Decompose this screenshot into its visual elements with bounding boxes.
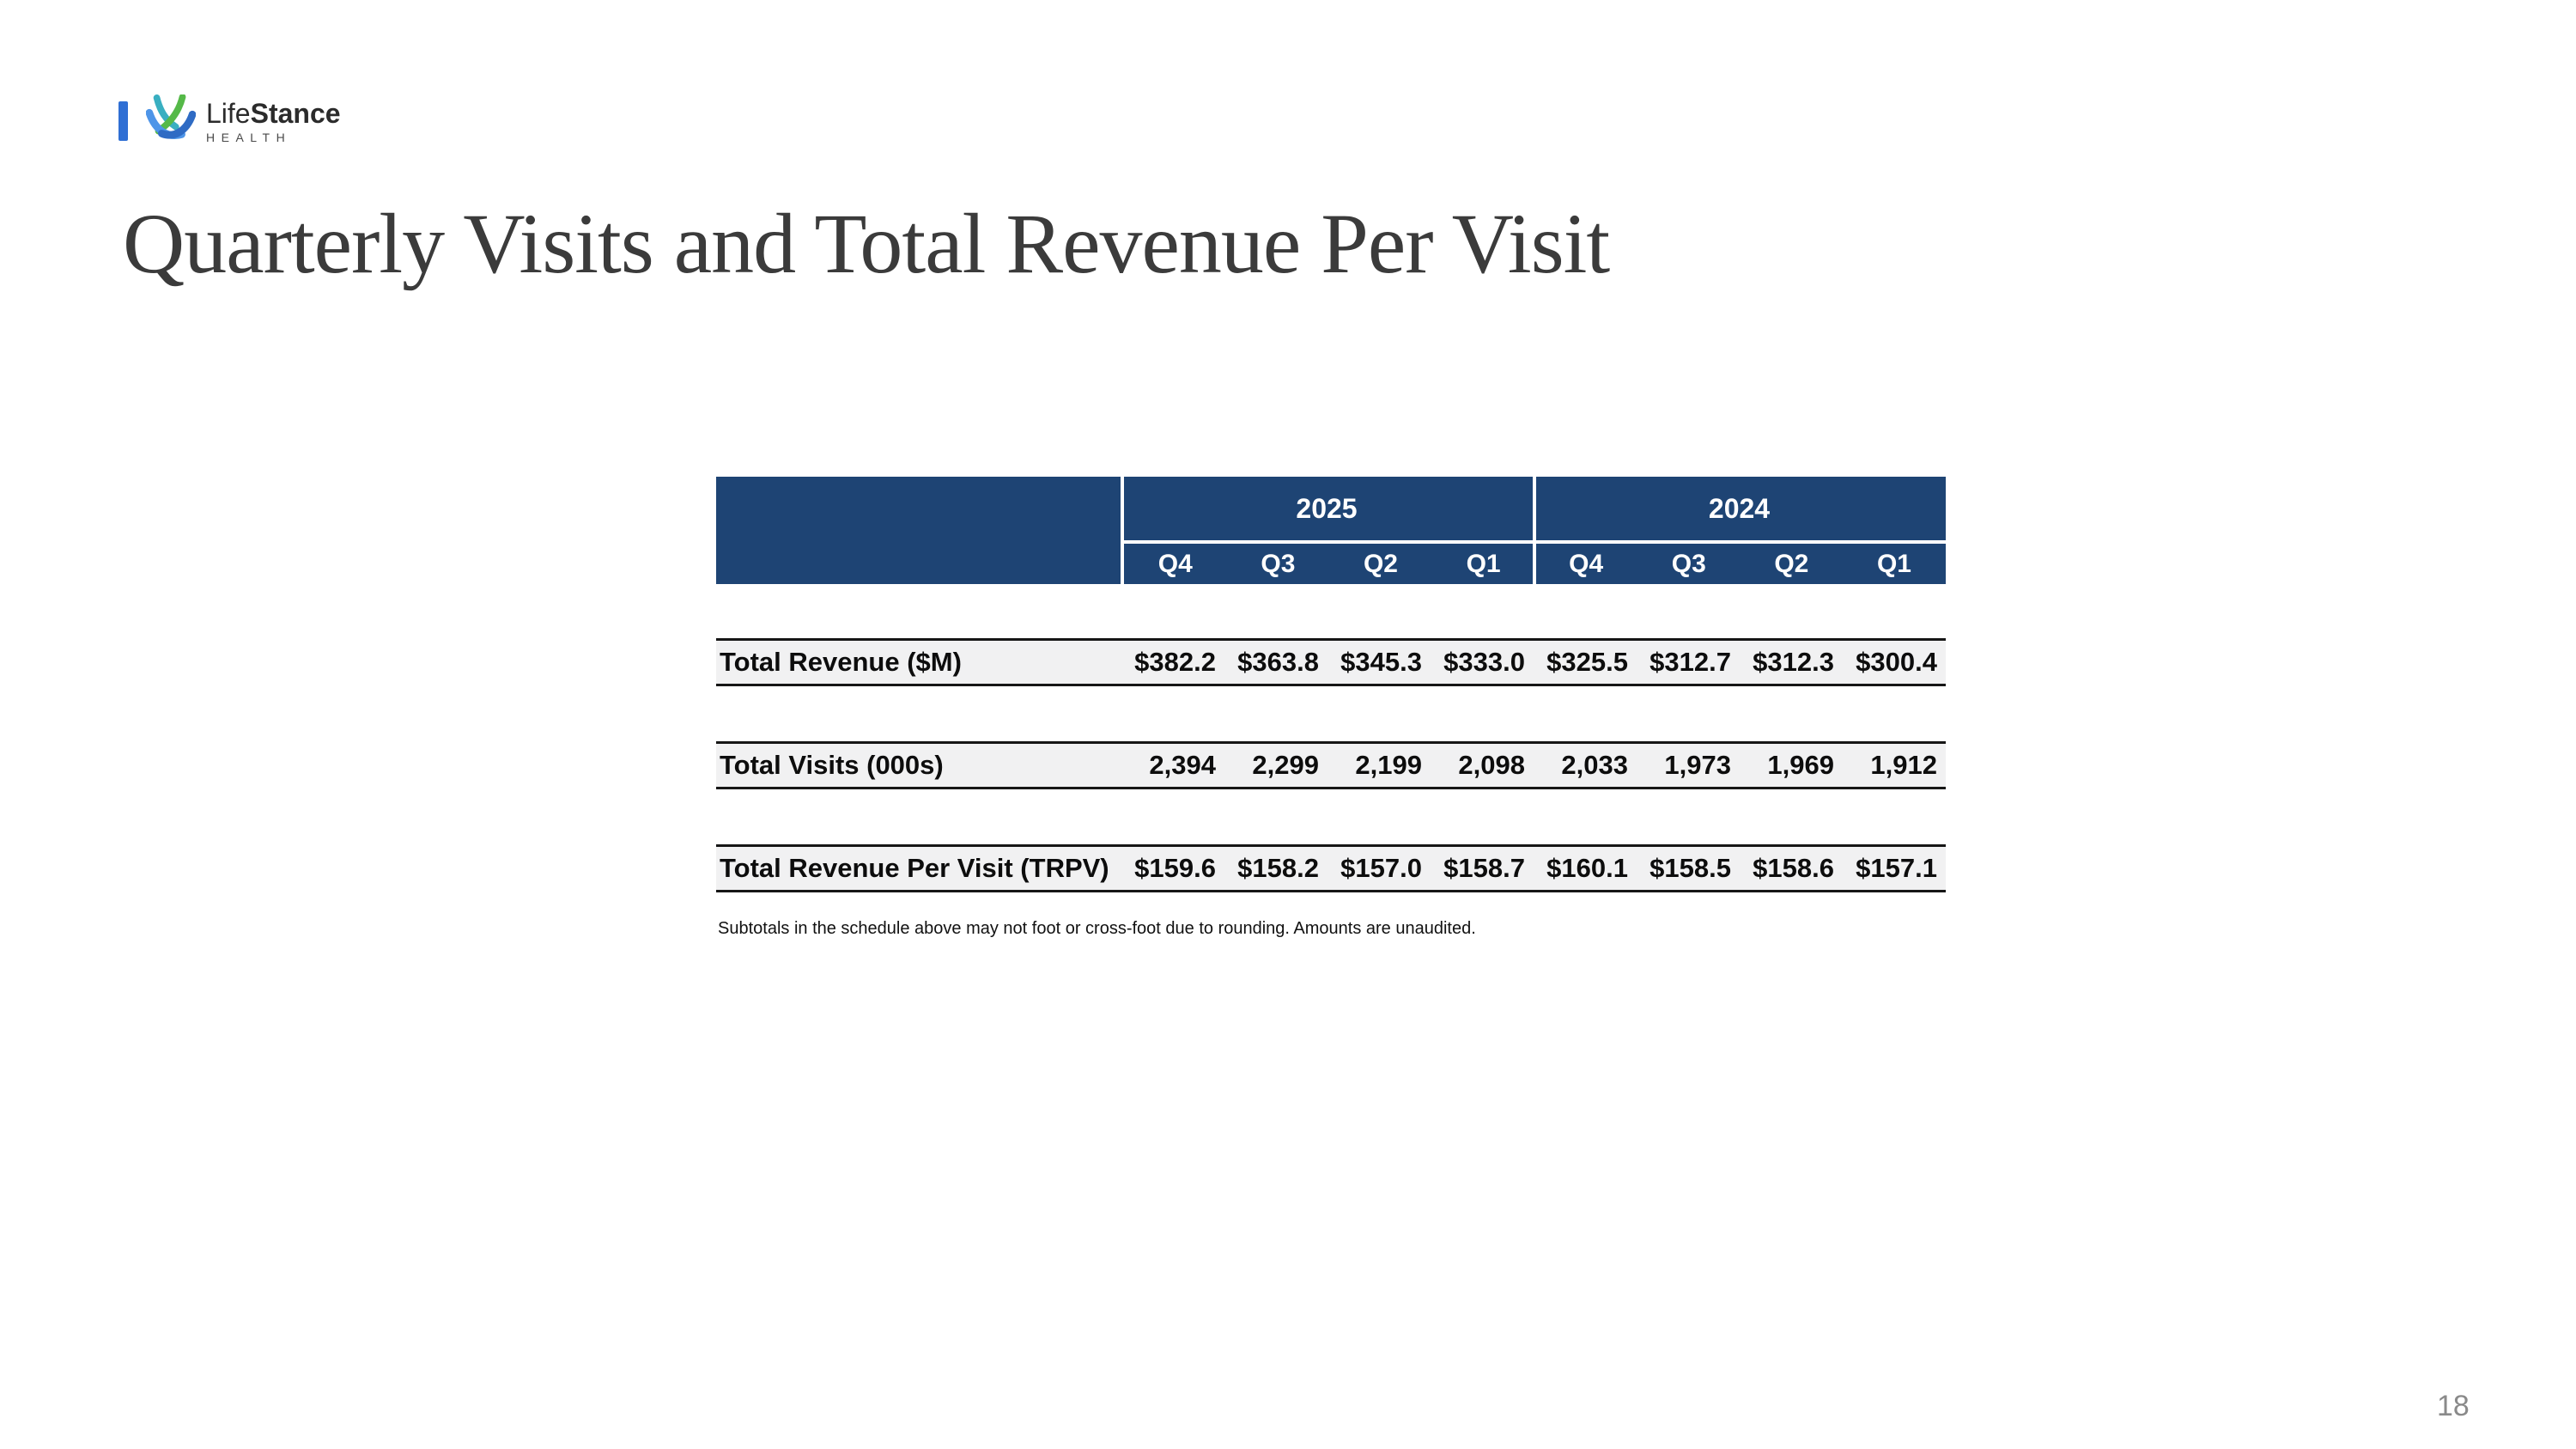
header-vertical-divider-mid	[1533, 477, 1536, 584]
table-row-total-revenue: Total Revenue ($M) $382.2 $363.8 $345.3 …	[716, 638, 1946, 686]
quarter-header: Q3	[1261, 549, 1296, 578]
cell-value: $312.3	[1753, 647, 1834, 677]
cell-value: 2,394	[1149, 750, 1216, 780]
cell-value: $363.8	[1237, 647, 1319, 677]
cell-value: 2,299	[1252, 750, 1319, 780]
quarterly-data-table: 2025 2024 Q4 Q3 Q2 Q1 Q4 Q3 Q2 Q1 Total …	[716, 477, 1946, 941]
cell-value: $325.5	[1546, 647, 1628, 677]
table-header: 2025 2024 Q4 Q3 Q2 Q1 Q4 Q3 Q2 Q1	[716, 477, 1946, 584]
cell-value: $159.6	[1134, 853, 1216, 883]
year-group-2025: 2025	[1296, 492, 1358, 524]
cell-value: 2,199	[1355, 750, 1422, 780]
cell-value: 1,969	[1767, 750, 1834, 780]
lifestance-swoosh-icon	[146, 94, 196, 139]
cell-value: $160.1	[1546, 853, 1628, 883]
logo-brand-sub: HEALTH	[206, 131, 292, 144]
year-group-2024: 2024	[1708, 492, 1771, 524]
rounding-footnote: Subtotals in the schedule above may not …	[718, 919, 1476, 938]
row-label: Total Revenue Per Visit (TRPV)	[720, 853, 1109, 883]
slide-title: Quarterly Visits and Total Revenue Per V…	[123, 196, 1610, 291]
quarter-header-row: Q4 Q3 Q2 Q1 Q4 Q3 Q2 Q1	[1124, 544, 1946, 584]
quarter-header: Q4	[1157, 549, 1193, 578]
cell-value: 1,973	[1664, 750, 1731, 780]
page-number: 18	[2437, 1390, 2470, 1422]
logo-brand-second: Stance	[250, 98, 341, 129]
quarter-header: Q4	[1569, 549, 1604, 578]
table-row-trpv: Total Revenue Per Visit (TRPV) $159.6 $1…	[716, 844, 1946, 892]
cell-value: $158.5	[1649, 853, 1731, 883]
cell-value: 2,033	[1561, 750, 1628, 780]
logo-wordmark: LifeStance HEALTH	[206, 100, 341, 143]
lifestance-logo: LifeStance HEALTH	[118, 93, 513, 153]
row-label: Total Visits (000s)	[720, 750, 944, 780]
cell-value: $158.6	[1753, 853, 1834, 883]
quarter-header: Q2	[1363, 549, 1398, 578]
cell-value: $345.3	[1340, 647, 1422, 677]
header-vertical-divider-left	[1121, 477, 1124, 584]
cell-value: $382.2	[1134, 647, 1216, 677]
logo-brand-name: LifeStance	[206, 100, 341, 127]
cell-value: 2,098	[1458, 750, 1525, 780]
quarter-header: Q1	[1466, 549, 1501, 578]
cell-value: $333.0	[1443, 647, 1525, 677]
cell-value: $158.2	[1237, 853, 1319, 883]
logo-brand-first: Life	[206, 98, 251, 129]
cell-value: $312.7	[1649, 647, 1731, 677]
table-row-total-visits: Total Visits (000s) 2,394 2,299 2,199 2,…	[716, 741, 1946, 789]
quarter-header: Q2	[1774, 549, 1809, 578]
cell-value: $157.1	[1856, 853, 1937, 883]
quarter-header: Q1	[1876, 549, 1911, 578]
logo-accent-bar	[118, 101, 128, 141]
row-label: Total Revenue ($M)	[720, 647, 962, 677]
quarter-header: Q3	[1671, 549, 1706, 578]
cell-value: 1,912	[1870, 750, 1937, 780]
cell-value: $300.4	[1856, 647, 1937, 677]
cell-value: $158.7	[1443, 853, 1525, 883]
cell-value: $157.0	[1340, 853, 1422, 883]
